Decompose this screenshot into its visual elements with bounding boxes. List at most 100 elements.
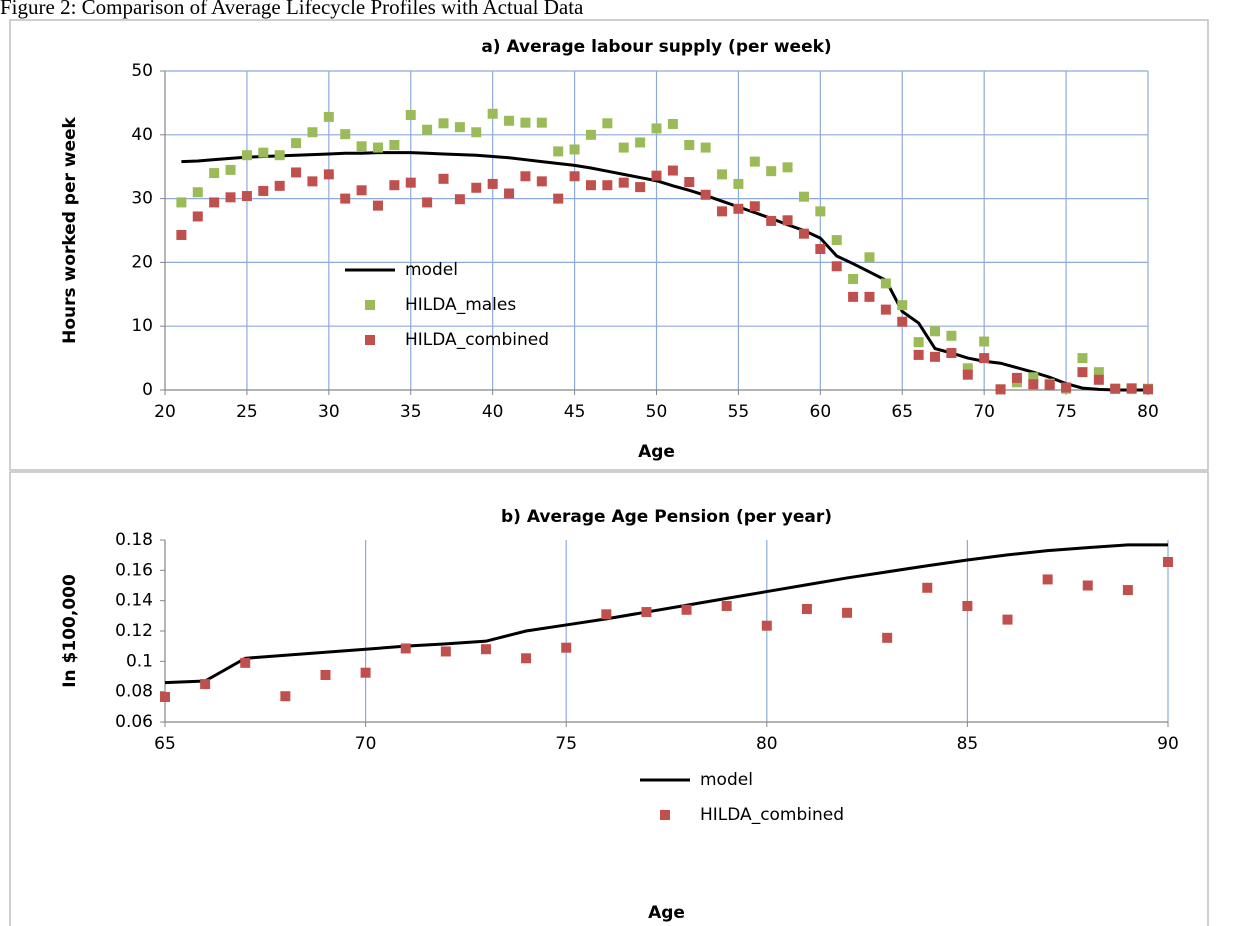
x-tick-label: 80 [756,734,778,754]
data-point [225,192,236,203]
data-point [1077,353,1088,364]
data-point [815,206,826,217]
data-point [280,691,291,702]
data-point [569,171,580,182]
data-point [733,203,744,214]
data-point [882,632,893,643]
data-point [356,185,367,196]
data-point [1002,614,1013,625]
data-point [930,351,941,362]
x-tick-label: 75 [555,734,577,754]
data-point [1122,585,1133,596]
legend-label: model [700,770,753,790]
data-point [225,164,236,175]
data-point [422,197,433,208]
model-line [164,543,1168,685]
data-point [176,229,187,240]
data-point [1143,384,1153,395]
x-tick-label: 60 [810,402,832,422]
data-point [209,197,220,208]
data-point [979,353,990,364]
data-point [962,369,973,380]
data-point [602,180,613,191]
x-tick-label: 70 [355,734,377,754]
data-point [880,278,891,289]
data-point [1093,374,1104,385]
data-point [922,582,933,593]
data-point [487,108,498,119]
data-point [569,144,580,155]
data-point [667,118,678,129]
data-point [320,669,331,680]
data-point [274,150,285,161]
y-tick-label: 0.14 [115,591,153,611]
data-point [438,173,449,184]
data-point [258,185,269,196]
y-tick-label: 50 [131,61,153,81]
data-point [585,129,596,140]
data-point [913,337,924,348]
data-point [440,646,451,657]
x-tick-label: 20 [154,402,176,422]
x-axis-label: Age [638,442,675,462]
data-point [192,187,203,198]
data-point [946,347,957,358]
data-point [1028,372,1039,383]
data-point [782,215,793,226]
y-tick-label: 40 [131,125,153,145]
data-point [471,182,482,193]
chart-title: a) Average labour supply (per week) [481,37,831,57]
chart-frame [9,471,1209,926]
x-tick-label: 35 [400,402,422,422]
data-point [536,176,547,187]
data-point [897,300,908,311]
x-axis-label: Age [648,903,685,923]
data-point [766,215,777,226]
data-point [504,188,515,199]
data-point [405,177,416,188]
data-point [340,129,351,140]
data-point [504,115,515,126]
y-tick-label: 0.12 [115,621,153,641]
data-point [602,118,613,129]
data-point [372,200,383,211]
data-point [340,193,351,204]
x-tick-label: 50 [646,402,668,422]
data-point [848,273,859,284]
y-axis-label: In $100,000 [60,574,80,688]
data-point [717,169,728,180]
data-point [1163,556,1173,567]
data-point [946,330,957,341]
x-tick-label: 75 [1055,402,1077,422]
data-point [454,194,465,205]
data-point [1077,367,1088,378]
data-point [721,600,732,611]
data-point [798,228,809,239]
data-point [801,604,812,615]
data-point [454,122,465,133]
data-point [192,211,203,222]
data-point [536,117,547,128]
data-point [291,167,302,178]
data-point [798,191,809,202]
data-point [389,180,400,191]
data-point [842,607,853,618]
data-point [782,162,793,173]
data-point [995,384,1006,395]
data-point [1061,382,1072,393]
y-tick-label: 20 [131,252,153,272]
data-point [667,165,678,176]
data-point [360,667,371,678]
data-point [1042,574,1053,585]
data-point [1082,580,1093,591]
data-point [684,177,695,188]
data-point [815,244,826,255]
legend-label: HILDA_combined [405,330,549,350]
data-point [618,177,629,188]
x-tick-label: 55 [728,402,750,422]
data-point [553,146,564,157]
data-point [1028,379,1039,390]
data-point [1110,383,1121,394]
y-axis-label: Hours worked per week [60,116,80,343]
